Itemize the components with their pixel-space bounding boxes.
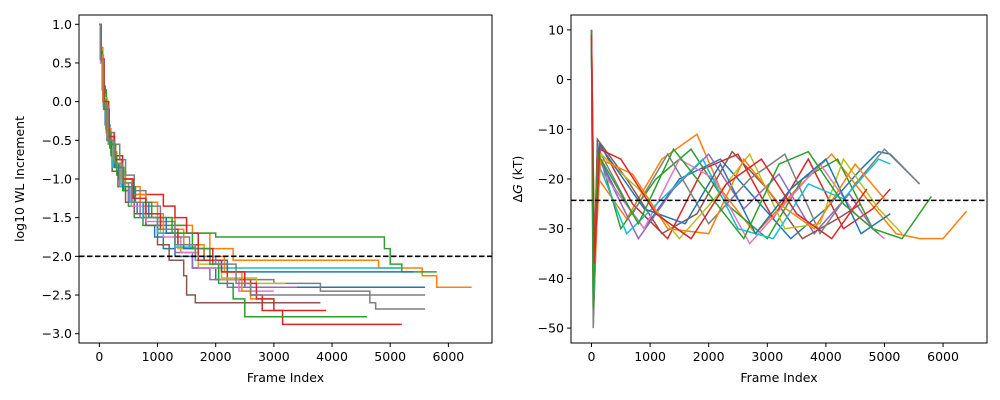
- wl-series-line-1: [99, 23, 472, 289]
- dg-series-line-1: [590, 34, 968, 304]
- dg-y-tick-label: −40: [538, 271, 564, 286]
- delta-g-plot: 0 1000 2000 3000 4000 5000 6000 10 0 −10 −20 −30 −40…: [510, 14, 988, 385]
- dg-x-tick-label: 2000: [693, 349, 725, 364]
- dg-series-line-0: [590, 29, 921, 279]
- dg-series-line-8: [590, 34, 903, 259]
- wl-series-group: [99, 23, 472, 326]
- dg-series-line-2: [590, 39, 932, 289]
- dg-x-tick-label: 3000: [751, 349, 783, 364]
- dg-x-tick-label: 4000: [810, 349, 842, 364]
- dg-y-tick-label: 0: [556, 72, 564, 87]
- dg-series-line-9: [590, 44, 891, 294]
- wl-increment-plot: 0 1000 2000 3000 4000 5000 6000 1.0 0.5 0.0 −0.5 −1…: [12, 14, 493, 385]
- dg-y-tick-label: −30: [538, 221, 564, 236]
- dg-y-tick-label: 10: [548, 22, 564, 37]
- wl-series-line-7: [99, 23, 426, 310]
- dg-series-line-6: [590, 39, 885, 279]
- wl-y-tick-label: −3.0: [42, 326, 72, 341]
- dg-x-tick-label: 0: [588, 349, 596, 364]
- wl-series-line-9: [99, 23, 402, 269]
- wl-series-line-0: [99, 23, 426, 289]
- wl-x-tick-label: 3000: [258, 349, 290, 364]
- wl-x-tick-label: 6000: [432, 349, 464, 364]
- dg-series-line-10: [590, 34, 891, 274]
- dg-series-line-11: [590, 39, 886, 284]
- wl-series-line-6: [99, 23, 274, 292]
- dg-y-tick-label: −20: [538, 172, 564, 187]
- wl-x-tick-label: 2000: [200, 349, 232, 364]
- dg-x-tick-label: 5000: [869, 349, 901, 364]
- wl-y-tick-label: −0.5: [42, 133, 72, 148]
- wl-series-line-2: [99, 23, 437, 273]
- wl-y-tick-label: −1.0: [42, 172, 72, 187]
- wl-y-tick-label: −1.5: [42, 210, 72, 225]
- wl-x-tick-label: 0: [95, 349, 103, 364]
- dg-series-line-12: [590, 29, 880, 309]
- dg-series-line-13: [590, 34, 868, 264]
- dg-series-group: [590, 29, 968, 329]
- wl-y-tick-label: 0.5: [52, 55, 72, 70]
- wl-series-line-12: [99, 23, 367, 318]
- wl-y-tick-label: 0.0: [52, 94, 72, 109]
- dg-x-tick-label: 6000: [927, 349, 959, 364]
- dg-y-tick-label: −50: [538, 321, 564, 336]
- dg-x-tick-label: 1000: [634, 349, 666, 364]
- wl-x-tick-label: 5000: [374, 349, 406, 364]
- wl-y-tick-label: −2.0: [42, 249, 72, 264]
- wl-series-line-10: [99, 23, 414, 273]
- dg-x-axis-label: Frame Index: [740, 370, 817, 385]
- dg-y-tick-label: −10: [538, 122, 564, 137]
- wl-x-axis-label: Frame Index: [247, 370, 324, 385]
- dg-series-line-5: [590, 29, 862, 314]
- wl-y-axis-label: log10 WL Increment: [12, 116, 27, 242]
- dg-y-axis-label: ΔG (kT): [510, 156, 525, 203]
- wl-y-tick-label: 1.0: [52, 17, 72, 32]
- wl-y-tick-label: −2.5: [42, 288, 72, 303]
- wl-axes-frame: [78, 14, 493, 344]
- wl-x-tick-label: 4000: [316, 349, 348, 364]
- wl-series-line-14: [99, 23, 426, 296]
- wl-x-tick-label: 1000: [142, 349, 174, 364]
